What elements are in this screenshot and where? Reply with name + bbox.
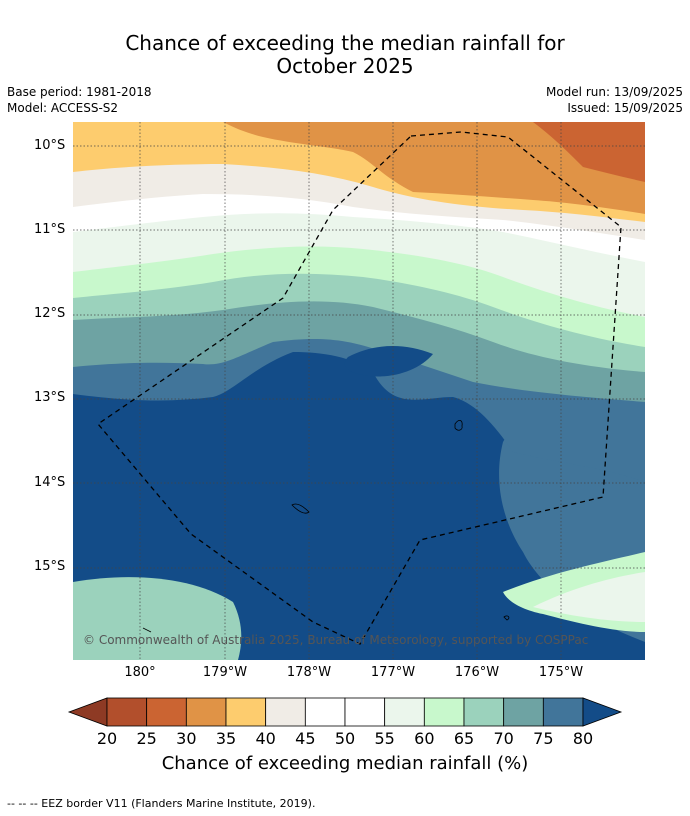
lat-label: 13°S [34, 390, 66, 405]
eez-border [97, 131, 622, 645]
lat-label: 15°S [34, 559, 66, 574]
lat-label: 10°S [34, 138, 66, 153]
colorbar-tick: 60 [414, 729, 435, 748]
lon-label: 177°W [370, 665, 416, 680]
contour-patch-65 [73, 577, 242, 660]
map-title-line2: October 2025 [276, 54, 414, 78]
colorbar-tick: 30 [176, 729, 197, 748]
graticule [73, 122, 645, 660]
lat-label: 14°S [34, 475, 66, 490]
colorbar [67, 697, 623, 727]
map-title-line1: Chance of exceeding the median rainfall … [125, 31, 565, 55]
lat-label: 12°S [34, 306, 66, 321]
colorbar-tick: 35 [215, 729, 237, 748]
model-run: Model run: 13/09/2025 [545, 85, 683, 99]
issued-date: Issued: 15/09/2025 [567, 101, 683, 115]
colorbar-extend-high [582, 697, 623, 727]
colorbar-tick: 65 [453, 729, 475, 748]
island [454, 420, 463, 431]
colorbar-swatch [423, 697, 465, 727]
colorbar-tick: 50 [334, 729, 356, 748]
colorbar-tick: 70 [493, 729, 514, 748]
lon-label: 176°W [454, 665, 500, 680]
colorbar-tick: 20 [96, 729, 118, 748]
colorbar-swatch [503, 697, 544, 727]
colorbar-swatch [225, 697, 267, 727]
colorbar-swatch [304, 697, 346, 727]
lon-label: 178°W [286, 665, 332, 680]
colorbar-swatch [265, 697, 306, 727]
lon-label: 179°W [202, 665, 248, 680]
colorbar-tick: 55 [374, 729, 395, 748]
colorbar-label: Chance of exceeding median rainfall (%) [161, 753, 529, 774]
colorbar-swatch [344, 697, 386, 727]
eez-footnote: -- -- -- EEZ border V11 (Flanders Marine… [7, 797, 316, 810]
island [142, 627, 152, 633]
lat-label: 11°S [34, 222, 66, 237]
lon-label: 175°W [538, 665, 584, 680]
lon-label: 180° [124, 665, 156, 680]
colorbar-swatch [542, 697, 584, 727]
colorbar-swatch [185, 697, 227, 727]
colorbar-tick: 25 [136, 729, 157, 748]
colorbar-tick: 40 [255, 729, 276, 748]
colorbar-tick: 75 [533, 729, 554, 748]
base-period: Base period: 1981-2018 [7, 85, 152, 99]
model-name: Model: ACCESS-S2 [7, 101, 119, 115]
island [291, 503, 310, 514]
colorbar-tick: 45 [295, 729, 316, 748]
rainfall-map [73, 122, 645, 660]
colorbar-swatch [463, 697, 505, 727]
copyright-notice: © Commonwealth of Australia 2025, Bureau… [83, 633, 589, 647]
colorbar-swatch [106, 697, 148, 727]
contour-patch-80 [344, 346, 433, 377]
contour-30-35 [223, 122, 645, 214]
colorbar-extend-low [67, 697, 108, 727]
colorbar-swatch [384, 697, 425, 727]
colorbar-swatch [146, 697, 187, 727]
island [503, 615, 510, 621]
colorbar-tick: 80 [572, 729, 594, 748]
